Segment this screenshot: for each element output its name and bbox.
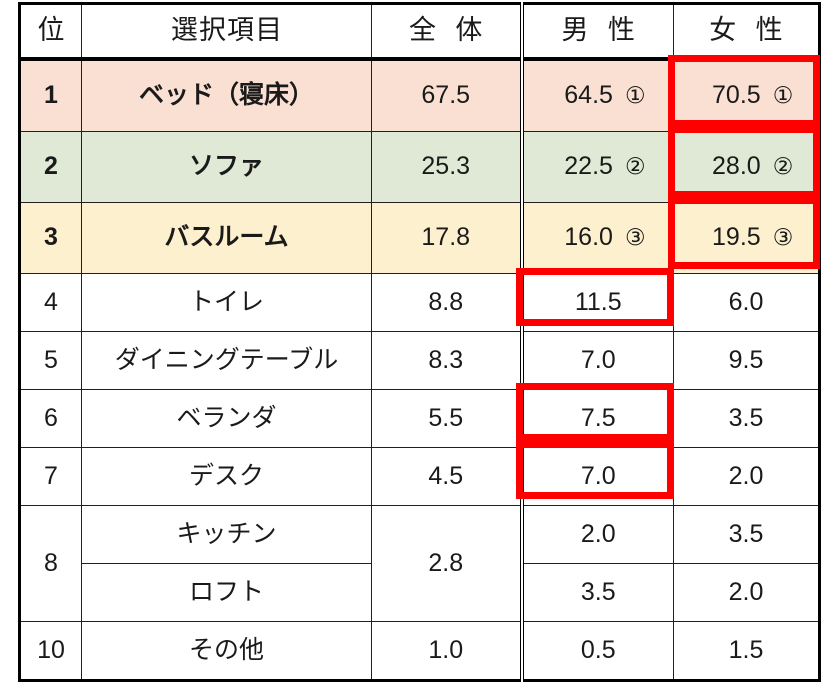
cell-male-content: 16.0 ③	[524, 203, 674, 273]
cell-female-value: 28.0	[712, 152, 761, 181]
cell-item: デスク	[81, 447, 372, 506]
cell-female: 1.5	[673, 621, 820, 681]
cell-total: 17.8	[371, 202, 522, 274]
cell-male: 64.5 ①	[519, 58, 674, 132]
table-row: 8 キッチン 2.8 2.0 3.5	[19, 505, 820, 622]
cell-male-value: 16.0	[564, 223, 613, 252]
cell-total: 5.5	[371, 389, 522, 448]
cell-male: 22.5 ②	[519, 131, 674, 203]
cell-item: トイレ	[81, 273, 372, 332]
cell-item: ダイニングテーブル	[81, 331, 372, 390]
column-header-item: 選択項目	[81, 3, 372, 61]
cell-total: 2.8	[371, 505, 522, 622]
cell-item: ソファ	[81, 131, 372, 203]
table-row: 5 ダイニングテーブル 8.3 7.0 9.5	[19, 331, 820, 390]
table-row: 2 ソファ 25.3 22.5 ② 28.0 ②	[19, 131, 820, 203]
cell-male-rankmark: ②	[624, 153, 646, 180]
cell-rank: 6	[19, 389, 82, 448]
cell-female-content: 70.5 ①	[674, 61, 818, 131]
cell-female: 9.5	[673, 331, 820, 390]
cell-total: 8.8	[371, 273, 522, 332]
cell-male: 0.5	[519, 621, 674, 681]
table-header-row: 位 選択項目 全 体 男 性 女 性	[19, 3, 820, 61]
cell-male: 7.5	[519, 389, 674, 448]
table-row: 10 その他 1.0 0.5 1.5	[19, 621, 820, 681]
cell-female: 2.0	[673, 563, 820, 622]
cell-male: 3.5	[519, 563, 674, 622]
cell-female-content: 19.5 ③	[674, 203, 818, 273]
cell-total-value: 25.3	[421, 152, 471, 181]
cell-female-rankmark: ①	[772, 82, 794, 109]
cell-male: 16.0 ③	[519, 202, 674, 274]
cell-female: 19.5 ③	[673, 202, 820, 274]
table-row: 1 ベッド（寝床） 67.5 64.5 ① 70.5 ①	[19, 58, 820, 132]
column-header-rank: 位	[19, 3, 82, 61]
ranking-table: 位 選択項目 全 体 男 性 女 性 1 ベッド（寝床） 67.5 64.5 ①	[18, 2, 821, 682]
table-row: 4 トイレ 8.8 11.5 6.0	[19, 273, 820, 332]
column-header-female: 女 性	[673, 3, 820, 61]
cell-male-value: 64.5	[564, 81, 613, 110]
cell-male-content: 22.5 ②	[524, 132, 674, 202]
cell-total-value: 17.8	[421, 223, 471, 252]
cell-female: 3.5	[673, 505, 820, 564]
cell-male-content: 64.5 ①	[524, 61, 674, 131]
cell-item: ロフト	[81, 563, 372, 622]
cell-female-rankmark: ②	[772, 153, 794, 180]
cell-male: 11.5	[519, 273, 674, 332]
cell-female-value: 19.5	[712, 223, 761, 252]
cell-female: 70.5 ①	[673, 58, 820, 132]
cell-rank: 1	[19, 58, 82, 132]
cell-male-value: 22.5	[564, 152, 613, 181]
cell-rank: 5	[19, 331, 82, 390]
column-header-total: 全 体	[371, 3, 522, 61]
cell-rank: 3	[19, 202, 82, 274]
cell-total: 4.5	[371, 447, 522, 506]
cell-female-rankmark: ③	[772, 224, 794, 251]
cell-total: 25.3	[371, 131, 522, 203]
cell-rank: 8	[19, 505, 82, 622]
cell-female-value: 70.5	[712, 81, 761, 110]
table-row: ロフト 3.5 2.0	[20, 563, 820, 622]
cell-item: その他	[81, 621, 372, 681]
table-row: 7 デスク 4.5 7.0 2.0	[19, 447, 820, 506]
cell-total: 8.3	[371, 331, 522, 390]
cell-rank: 2	[19, 131, 82, 203]
table-row: 3 バスルーム 17.8 16.0 ③ 19.5 ③	[19, 202, 820, 274]
cell-female-content: 28.0 ②	[674, 132, 818, 202]
cell-female: 2.0	[673, 447, 820, 506]
cell-rank: 4	[19, 273, 82, 332]
column-header-male: 男 性	[519, 3, 674, 61]
cell-rank: 10	[19, 621, 82, 681]
cell-female: 6.0	[673, 273, 820, 332]
cell-male-rankmark: ③	[624, 224, 646, 251]
cell-item: ベランダ	[81, 389, 372, 448]
cell-item: バスルーム	[81, 202, 372, 274]
cell-rank: 7	[19, 447, 82, 506]
cell-female: 28.0 ②	[673, 131, 820, 203]
cell-item: キッチン	[81, 505, 372, 564]
cell-male: 2.0	[519, 505, 674, 564]
cell-male: 7.0	[519, 331, 674, 390]
cell-male: 7.0	[519, 447, 674, 506]
cell-total-value: 67.5	[421, 81, 471, 110]
table-row: 6 ベランダ 5.5 7.5 3.5	[19, 389, 820, 448]
cell-total: 1.0	[371, 621, 522, 681]
cell-male-rankmark: ①	[624, 82, 646, 109]
cell-total: 67.5	[371, 58, 522, 132]
cell-item: ベッド（寝床）	[81, 58, 372, 132]
cell-female: 3.5	[673, 389, 820, 448]
